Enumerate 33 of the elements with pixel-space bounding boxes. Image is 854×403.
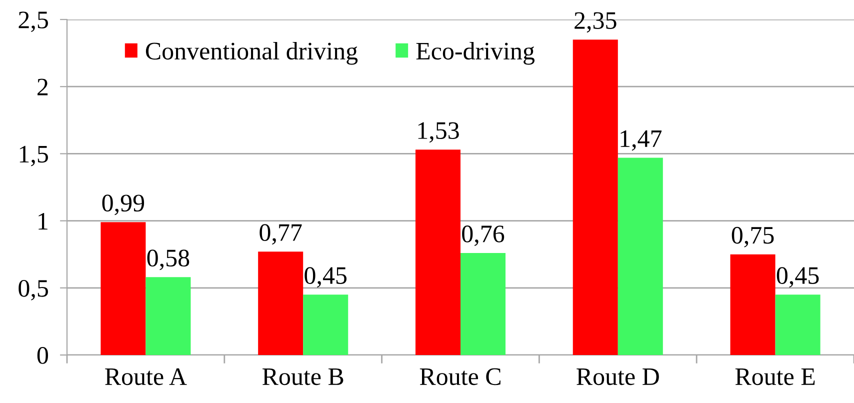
y-tick-label: 2,5 bbox=[18, 12, 48, 32]
x-tick-label: Route B bbox=[262, 368, 344, 386]
y-tick-label: 1,5 bbox=[20, 146, 48, 166]
x-tick-label: Route C bbox=[420, 368, 500, 386]
bar bbox=[618, 158, 663, 355]
bar bbox=[775, 294, 820, 355]
bar bbox=[146, 277, 191, 355]
bar bbox=[730, 254, 776, 355]
bar bbox=[303, 294, 348, 355]
data-label: 0,45 bbox=[304, 267, 347, 288]
x-tick-label: Route D bbox=[576, 368, 659, 386]
bar bbox=[572, 40, 618, 355]
x-tick-label: Route A bbox=[105, 368, 187, 386]
x-tick-label: Route E bbox=[735, 368, 815, 386]
bar bbox=[415, 150, 460, 355]
data-label: 1,53 bbox=[418, 122, 459, 143]
y-tick-label: 0,5 bbox=[18, 280, 48, 300]
bar bbox=[460, 253, 506, 355]
bar bbox=[258, 252, 304, 355]
data-label: 0,75 bbox=[732, 226, 774, 248]
data-label: 0,58 bbox=[147, 250, 190, 270]
legend-label: Eco-driving bbox=[416, 42, 535, 65]
data-label: 2,35 bbox=[574, 12, 616, 33]
y-tick-label: 1 bbox=[38, 212, 48, 230]
y-tick-label: 2 bbox=[38, 78, 48, 96]
data-label: 0,77 bbox=[260, 224, 302, 245]
data-label: 1,47 bbox=[620, 130, 662, 151]
y-tick-label: 0 bbox=[37, 347, 48, 364]
data-label: 0,99 bbox=[102, 194, 144, 216]
legend-label: Conventional driving bbox=[146, 42, 358, 65]
data-label: 0,76 bbox=[462, 226, 504, 246]
data-label: 0,45 bbox=[776, 267, 819, 288]
bar bbox=[100, 222, 146, 355]
